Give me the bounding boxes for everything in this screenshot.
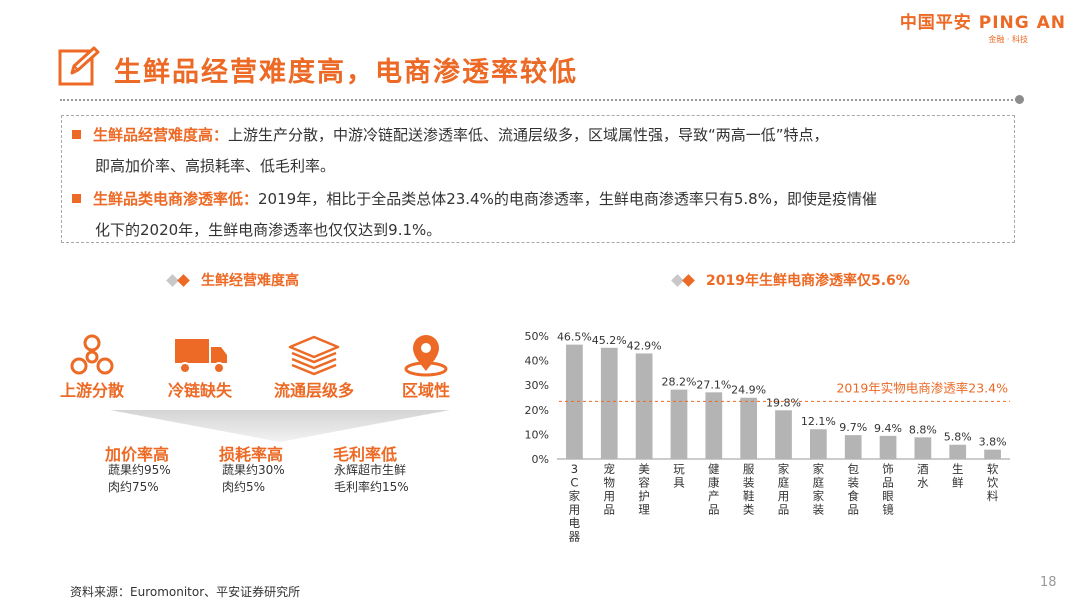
x-tick-label: 家庭用品 xyxy=(778,462,790,517)
biohazard-icon xyxy=(70,334,114,375)
y-tick-label: 0% xyxy=(532,453,549,466)
title-divider xyxy=(60,99,1020,101)
result-loss-title: 损耗率高 xyxy=(219,445,284,464)
bar xyxy=(670,389,688,459)
x-tick-label: 家庭家装 xyxy=(813,462,825,517)
x-tick-label: 酒水 xyxy=(917,462,929,490)
penetration-bar-chart: 0% 10% 20% 30% 40% 50% 46.5% 3 C 家用电器 45.2% 宠物用品 42.… xyxy=(525,330,1010,544)
left-section-title: 生鲜经营难度高 xyxy=(201,273,299,289)
summary-box: 生鲜品经营难度高：上游生产分散，中游冷链配送渗透率低、流通层级多，区域属性强，导… xyxy=(61,115,1015,243)
bar xyxy=(914,437,932,459)
chart-title: 2019年生鲜电商渗透率仅5.6% xyxy=(706,273,910,289)
y-tick-label: 10% xyxy=(525,428,549,441)
x-tick-label: 软饮料 xyxy=(987,462,999,503)
bar xyxy=(775,410,792,459)
reference-line-label: 2019年实物电商渗透率23.4% xyxy=(836,380,1008,395)
logo-tagline: 金融 · 科技 xyxy=(988,35,1028,44)
left-section-header: 生鲜经营难度高 xyxy=(165,270,299,290)
bar xyxy=(635,353,653,459)
bar xyxy=(566,344,583,459)
bar-value-label: 3.8% xyxy=(979,436,1007,449)
bullet-square-icon xyxy=(72,194,81,203)
x-tick-label: 服装鞋类 xyxy=(743,462,755,517)
bar xyxy=(600,347,618,459)
bullet-1-text: 上游生产分散，中游冷链配送渗透率低、流通层级多，区域属性强，导致“两高一低”特点… xyxy=(228,126,829,144)
result-markup-title: 加价率高 xyxy=(105,445,170,464)
x-tick-label: 宠物用品 xyxy=(604,462,616,517)
edit-note-icon xyxy=(58,46,100,86)
page-number: 18 xyxy=(1040,575,1057,590)
y-tick-label: 30% xyxy=(525,379,549,392)
x-tick-label: 玩具 xyxy=(673,462,685,490)
result-margin-title: 毛利率低 xyxy=(333,445,398,464)
bar xyxy=(949,444,967,459)
bullet-1-head: 生鲜品经营难度高： xyxy=(93,126,229,144)
bar-value-label: 12.1% xyxy=(801,415,836,428)
bar-value-label: 46.5% xyxy=(557,331,592,344)
result-margin-line-1: 永辉超市生鲜 xyxy=(334,463,407,477)
y-tick-label: 50% xyxy=(525,330,549,343)
x-tick-label: 包装食品 xyxy=(847,462,859,517)
page-title: 生鲜品经营难度高，电商渗透率较低 xyxy=(114,57,578,88)
bullet-square-icon xyxy=(72,130,81,139)
bar xyxy=(705,392,723,459)
x-tick-label: 3 C 家用电器 xyxy=(569,462,581,544)
funnel-triangle xyxy=(110,410,450,442)
y-tick-label: 40% xyxy=(525,355,549,368)
x-tick-label: 生鲜 xyxy=(952,462,964,490)
result-markup-line-2: 肉约75% xyxy=(108,480,159,494)
bullet-2: 生鲜品类电商渗透率低：2019年，相比于全品类总体23.4%的电商渗透率，生鲜电… xyxy=(70,184,1000,246)
bar-value-label: 8.8% xyxy=(909,423,937,436)
map-pin-icon xyxy=(404,335,448,377)
result-margin-line-2: 毛利率约15% xyxy=(334,480,409,494)
bar xyxy=(844,435,862,459)
source-note: 资料来源：Euromonitor、平安证券研究所 xyxy=(70,585,301,599)
bullet-1: 生鲜品经营难度高：上游生产分散，中游冷链配送渗透率低、流通层级多，区域属性强，导… xyxy=(70,120,1000,182)
bar-value-label: 45.2% xyxy=(592,334,627,347)
truck-icon xyxy=(175,339,227,374)
bullet-2-text-cont: 化下的2020年，生鲜电商渗透率也仅仅达到9.1%。 xyxy=(95,221,442,239)
result-markup-line-1: 蔬果约95% xyxy=(108,463,171,477)
result-loss-line-2: 肉约5% xyxy=(222,480,266,494)
diamond-icon xyxy=(670,274,700,287)
bar xyxy=(740,397,758,459)
bar-value-label: 9.7% xyxy=(839,421,867,434)
logo-text: 中国平安 PING AN xyxy=(899,13,1066,33)
x-tick-label: 健康产品 xyxy=(708,462,720,517)
bullet-2-head: 生鲜品类电商渗透率低： xyxy=(93,190,259,208)
y-tick-label: 20% xyxy=(525,404,549,417)
icon-label-layers: 流通层级多 xyxy=(273,381,354,400)
icon-label-upstream: 上游分散 xyxy=(59,381,124,400)
bar-value-label: 9.4% xyxy=(874,422,902,435)
bar xyxy=(879,435,897,459)
icon-label-regional: 区域性 xyxy=(401,381,450,400)
bar-value-label: 19.8% xyxy=(766,396,801,409)
layers-icon xyxy=(288,335,340,376)
bullet-1-text-cont: 即高加价率、高损耗率、低毛利率。 xyxy=(95,157,336,175)
bullet-2-text: 2019年，相比于全品类总体23.4%的电商渗透率，生鲜电商渗透率只有5.8%，… xyxy=(258,190,877,208)
bar-value-label: 27.1% xyxy=(696,378,731,391)
bar-value-label: 5.8% xyxy=(944,431,972,444)
x-tick-label: 饰品眼镜 xyxy=(882,462,894,517)
divider-dot xyxy=(1015,95,1024,104)
brand-logo: 中国平安 PING AN 金融 · 科技 xyxy=(900,8,1066,45)
x-tick-label: 美容护理 xyxy=(638,462,650,517)
bar xyxy=(984,449,1001,459)
right-section-header: 2019年生鲜电商渗透率仅5.6% xyxy=(670,270,910,290)
result-loss-line-1: 蔬果约30% xyxy=(222,463,285,477)
icon-label-coldchain: 冷链缺失 xyxy=(167,381,232,400)
bar-value-label: 28.2% xyxy=(661,376,696,389)
diamond-icon xyxy=(165,274,195,287)
bar xyxy=(809,429,827,459)
bar-value-label: 42.9% xyxy=(627,339,662,352)
bar-value-label: 24.9% xyxy=(731,384,766,397)
